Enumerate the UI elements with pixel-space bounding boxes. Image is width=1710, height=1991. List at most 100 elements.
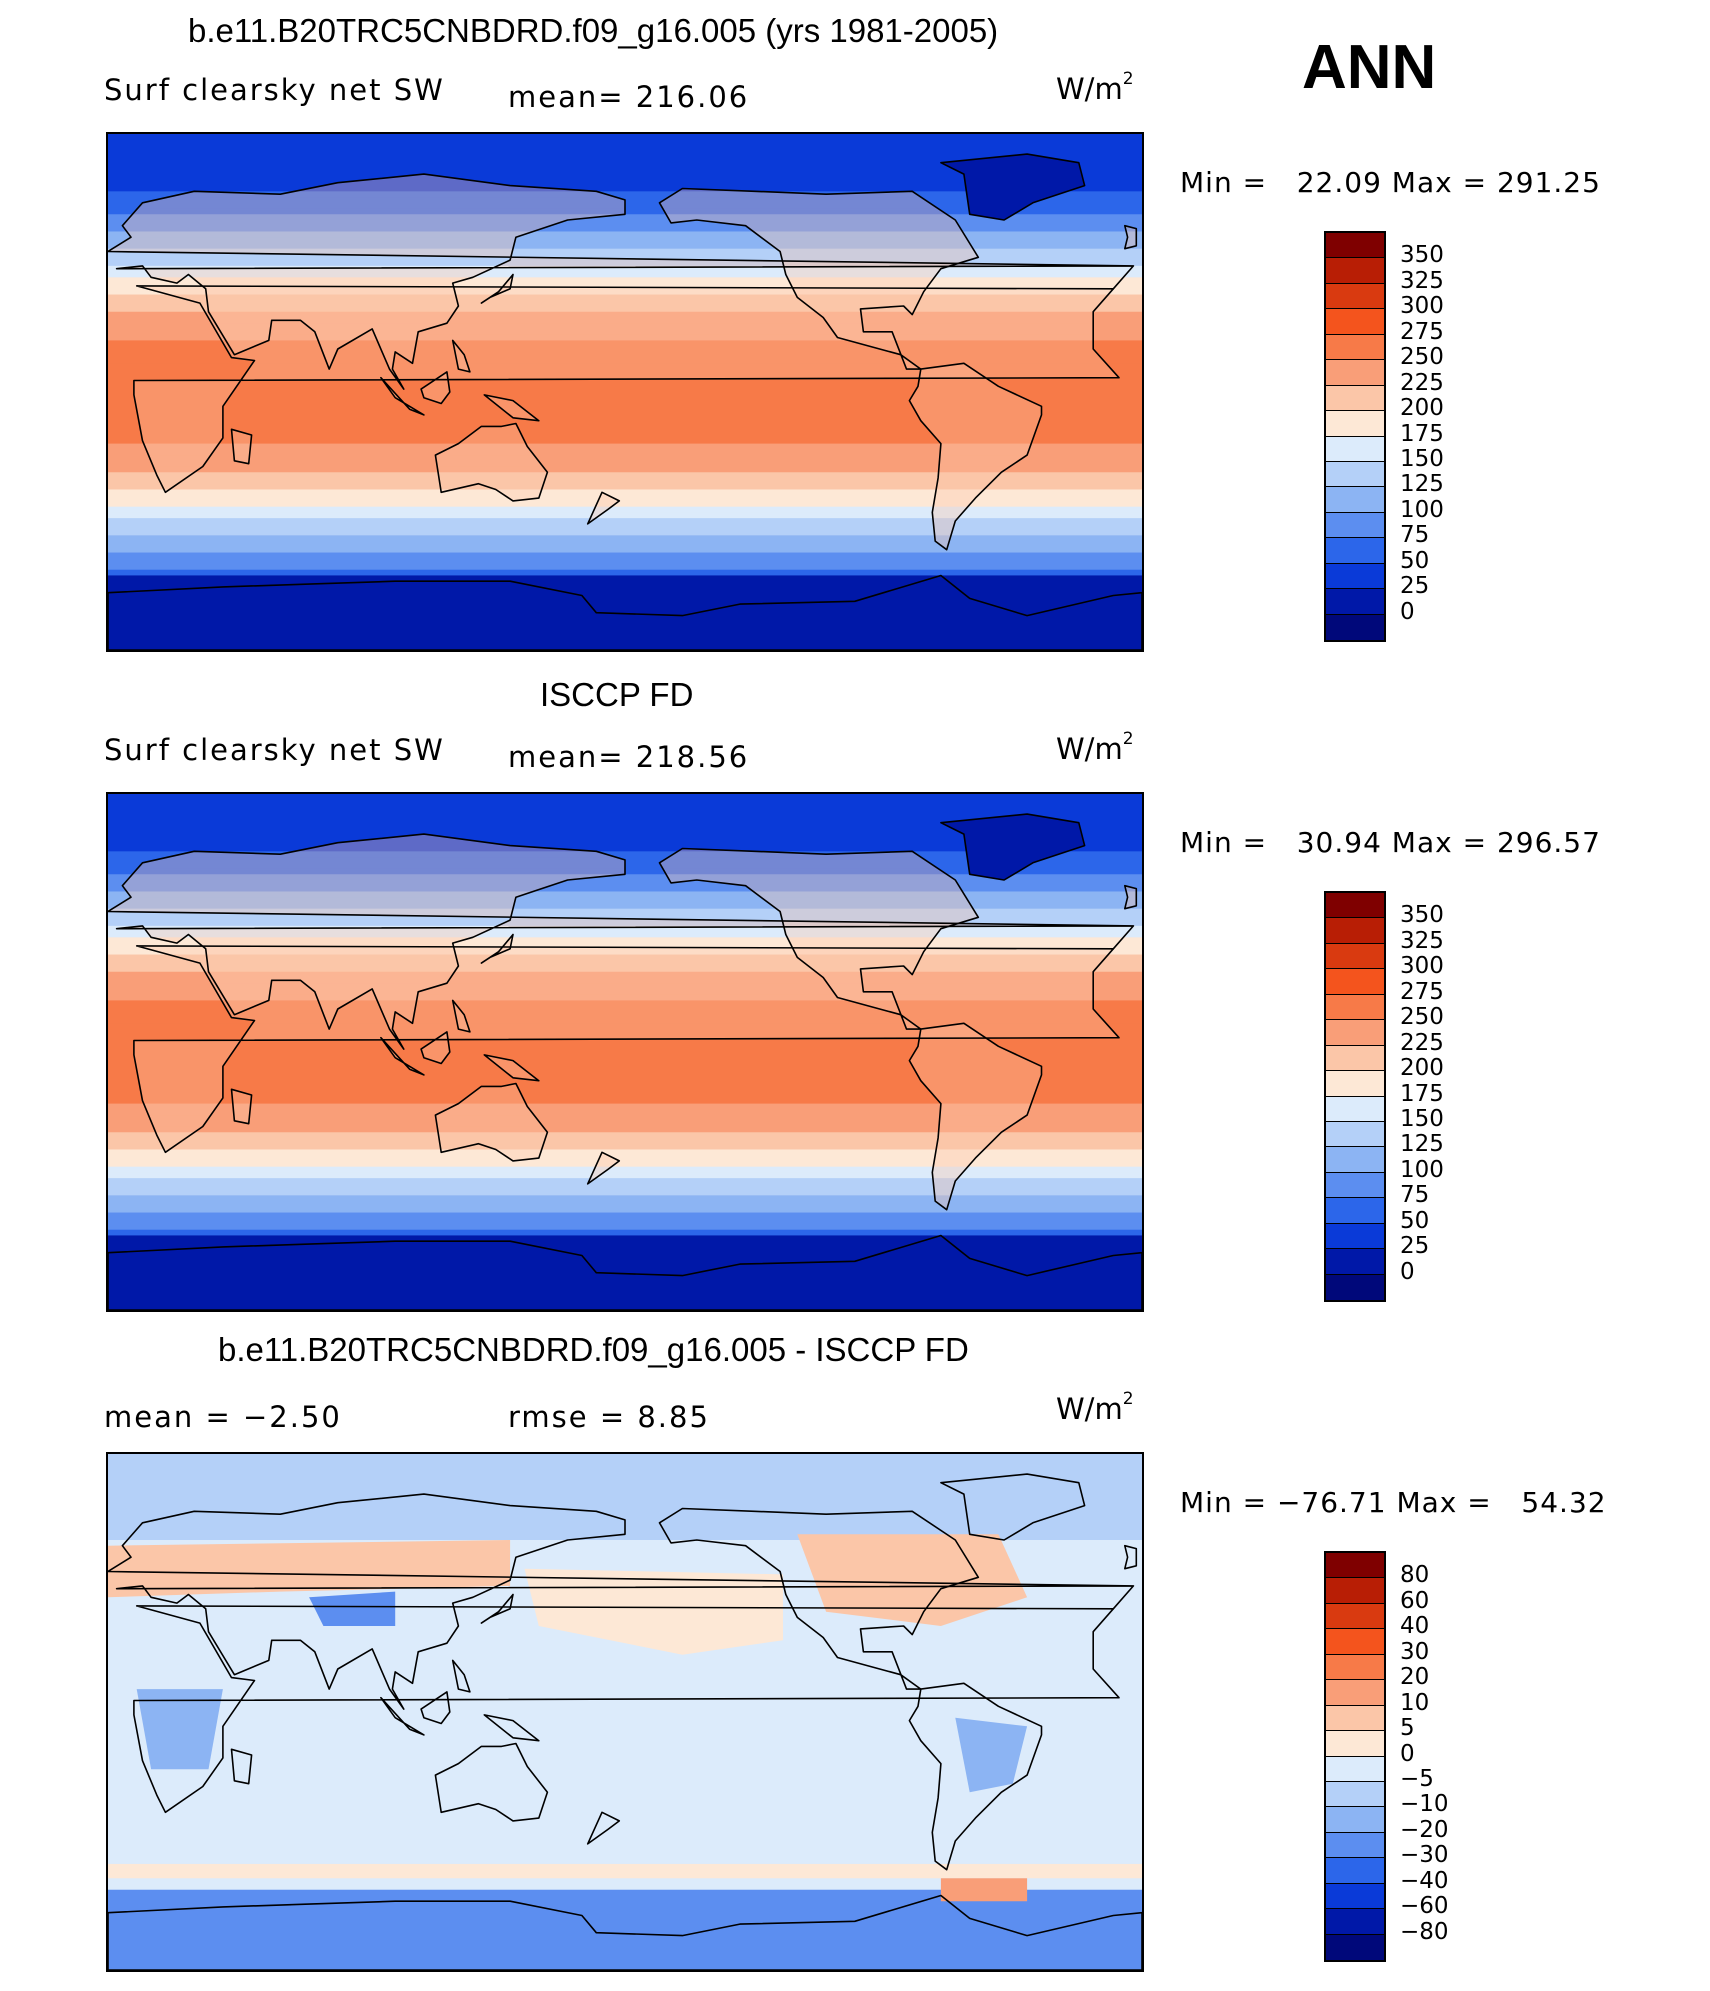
colorbar-swatch — [1326, 1909, 1384, 1935]
colorbar-tick-label: 20 — [1400, 1664, 1430, 1691]
colorbar-tick-label: 80 — [1400, 1562, 1430, 1589]
panel-3-title: b.e11.B20TRC5CNBDRD.f09_g16.005 - ISCCP … — [218, 1331, 969, 1368]
panel-3-map — [106, 1452, 1144, 1972]
colorbar-tick-label: 0 — [1400, 598, 1415, 625]
panel-3-mean-label: mean = −2.50 — [104, 1400, 342, 1434]
panel-2-units: W/m2 — [1056, 729, 1134, 766]
colorbar-swatch — [1326, 1147, 1384, 1173]
colorbar-swatch — [1326, 1223, 1384, 1250]
colorbar-tick-label: 225 — [1400, 1029, 1444, 1056]
colorbar-tick-label: 75 — [1400, 1182, 1430, 1209]
panel-2-minmax: Min = 30.94 Max = 296.57 — [1180, 826, 1601, 859]
colorbar-swatch — [1326, 1781, 1384, 1808]
colorbar-tick-label: −40 — [1400, 1867, 1449, 1894]
panel-3-colorbar — [1324, 1551, 1386, 1962]
panel-3-units-exp: 2 — [1122, 1389, 1134, 1410]
colorbar-tick-label: 25 — [1400, 573, 1430, 600]
colorbar-swatch — [1326, 1629, 1384, 1655]
colorbar-swatch — [1326, 1832, 1384, 1859]
colorbar-tick-label: 50 — [1400, 547, 1430, 574]
panel-1-units-base: W/m — [1056, 72, 1123, 106]
panel-3-units-base: W/m — [1056, 1392, 1123, 1426]
colorbar-swatch — [1326, 309, 1384, 335]
colorbar-tick-label: 325 — [1400, 927, 1444, 954]
colorbar-swatch — [1326, 538, 1384, 564]
colorbar-tick-label: 30 — [1400, 1638, 1430, 1665]
colorbar-swatch — [1326, 1045, 1384, 1072]
colorbar-swatch — [1326, 1756, 1384, 1782]
panel-1-map-field — [108, 134, 1142, 650]
colorbar-tick-label: 275 — [1400, 978, 1444, 1005]
panel-2-map — [106, 792, 1144, 1312]
colorbar-tick-label: −60 — [1400, 1893, 1449, 1920]
colorbar-tick-label: 100 — [1400, 1156, 1444, 1183]
colorbar-swatch — [1326, 1578, 1384, 1604]
colorbar-tick-label: 250 — [1400, 1004, 1444, 1031]
colorbar-tick-label: 300 — [1400, 293, 1444, 320]
colorbar-swatch — [1326, 918, 1384, 944]
colorbar-tick-label: 0 — [1400, 1740, 1415, 1767]
colorbar-swatch — [1326, 563, 1384, 590]
panel-1-mean-label: mean= 216.06 — [508, 80, 750, 114]
panel-2-units-base: W/m — [1056, 732, 1123, 766]
panel-1-map — [106, 132, 1144, 652]
colorbar-swatch — [1326, 1249, 1384, 1275]
colorbar-swatch — [1326, 1731, 1384, 1757]
panel-3-units: W/m2 — [1056, 1389, 1134, 1426]
panel-2-mean-label: mean= 218.56 — [508, 740, 750, 774]
panel-1-variable-label: Surf clearsky net SW — [104, 73, 445, 107]
colorbar-tick-label: −20 — [1400, 1816, 1449, 1843]
colorbar-swatch — [1326, 1198, 1384, 1224]
colorbar-tick-label: 25 — [1400, 1233, 1430, 1260]
panel-1-title: b.e11.B20TRC5CNBDRD.f09_g16.005 (yrs 198… — [188, 12, 999, 49]
colorbar-tick-label: 150 — [1400, 445, 1444, 472]
colorbar-swatch — [1326, 512, 1384, 539]
colorbar-tick-label: 0 — [1400, 1258, 1415, 1285]
panel-2-variable-label: Surf clearsky net SW — [104, 733, 445, 767]
colorbar-swatch — [1326, 1654, 1384, 1681]
panel-1-minmax: Min = 22.09 Max = 291.25 — [1180, 166, 1601, 199]
colorbar-tick-label: 275 — [1400, 318, 1444, 345]
colorbar-tick-label: 250 — [1400, 344, 1444, 371]
colorbar-tick-label: 200 — [1400, 395, 1444, 422]
colorbar-swatch — [1326, 283, 1384, 310]
colorbar-tick-label: 125 — [1400, 471, 1444, 498]
colorbar-swatch — [1326, 1934, 1384, 1960]
colorbar-swatch — [1326, 969, 1384, 995]
colorbar-swatch — [1326, 487, 1384, 513]
colorbar-swatch — [1326, 1071, 1384, 1097]
colorbar-tick-label: −5 — [1400, 1765, 1434, 1792]
colorbar-swatch — [1326, 994, 1384, 1021]
colorbar-swatch — [1326, 334, 1384, 361]
colorbar-swatch — [1326, 411, 1384, 437]
colorbar-tick-label: 350 — [1400, 242, 1444, 269]
colorbar-tick-label: 40 — [1400, 1613, 1430, 1640]
panel-3-rmse-label: rmse = 8.85 — [508, 1400, 710, 1434]
colorbar-swatch — [1326, 1603, 1384, 1630]
colorbar-swatch — [1326, 436, 1384, 462]
colorbar-tick-label: 50 — [1400, 1207, 1430, 1234]
colorbar-swatch — [1326, 614, 1384, 640]
panel-1-colorbar — [1324, 231, 1386, 642]
colorbar-tick-label: 125 — [1400, 1131, 1444, 1158]
colorbar-tick-label: 60 — [1400, 1587, 1430, 1614]
panel-3-map-field — [108, 1454, 1142, 1970]
colorbar-swatch — [1326, 1121, 1384, 1148]
colorbar-swatch — [1326, 1680, 1384, 1706]
panel-1-units: W/m2 — [1056, 69, 1134, 106]
colorbar-tick-label: −10 — [1400, 1791, 1449, 1818]
colorbar-swatch — [1326, 1096, 1384, 1122]
colorbar-swatch — [1326, 461, 1384, 488]
colorbar-swatch — [1326, 1858, 1384, 1884]
panel-1-units-exp: 2 — [1122, 69, 1134, 90]
colorbar-tick-label: 300 — [1400, 953, 1444, 980]
colorbar-swatch — [1326, 1274, 1384, 1300]
colorbar-tick-label: 175 — [1400, 420, 1444, 447]
panel-3-minmax: Min = −76.71 Max = 54.32 — [1180, 1486, 1607, 1519]
colorbar-tick-label: −30 — [1400, 1842, 1449, 1869]
colorbar-tick-label: 175 — [1400, 1080, 1444, 1107]
colorbar-swatch — [1326, 1883, 1384, 1910]
colorbar-tick-label: 150 — [1400, 1105, 1444, 1132]
colorbar-swatch — [1326, 258, 1384, 284]
